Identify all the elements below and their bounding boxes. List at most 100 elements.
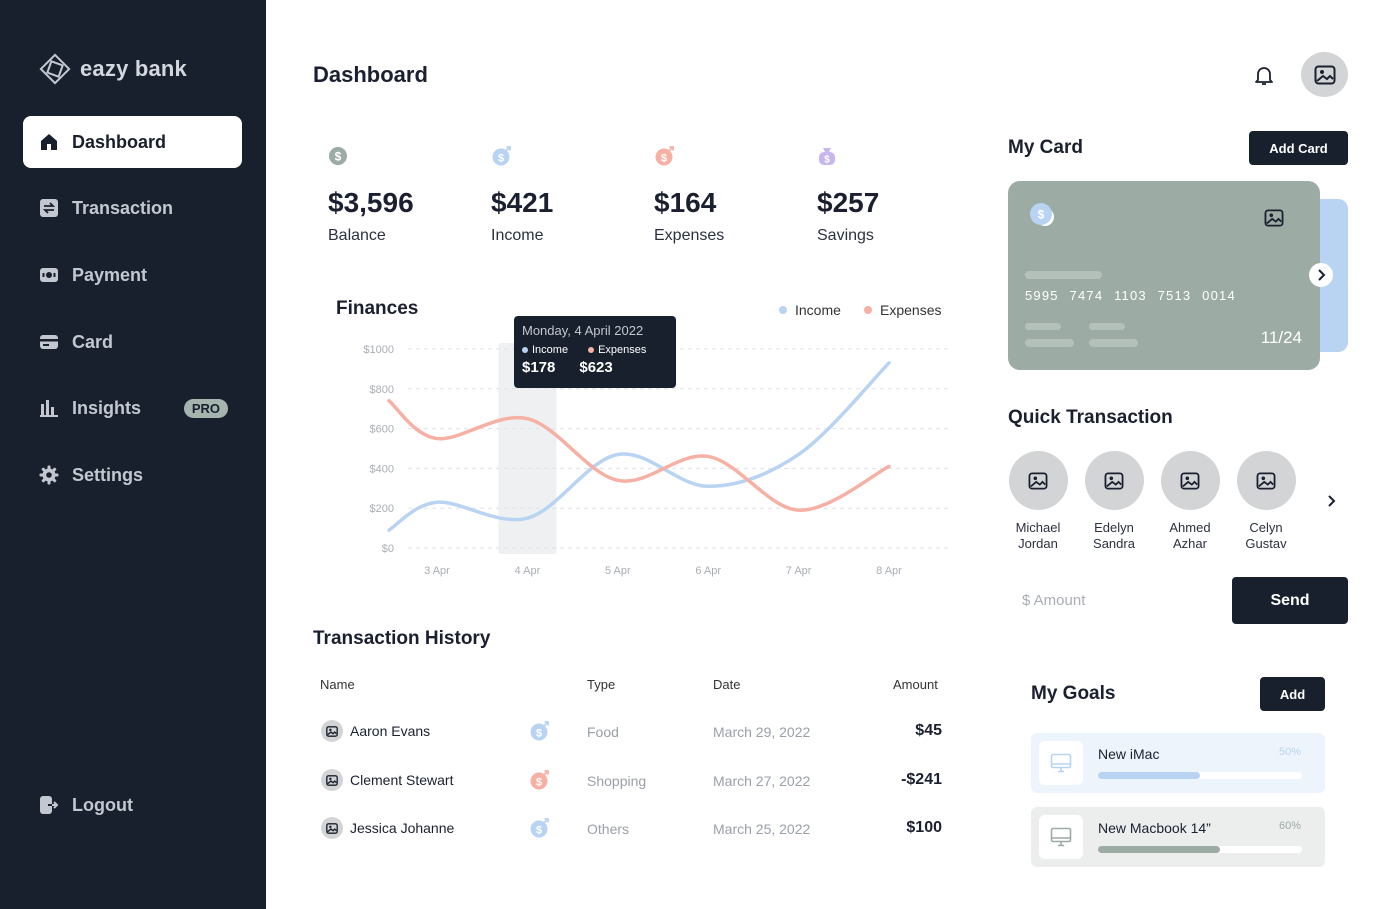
highlight-band [498,343,557,554]
card-coin-icon: $ [1030,203,1054,226]
column-header-date: Date [713,677,741,692]
goal-name: New iMac [1098,746,1160,762]
card-placeholder-bar [1025,323,1061,330]
column-header-amount: Amount [893,677,938,692]
svg-text:$: $ [824,155,830,166]
image-placeholder-icon [1264,209,1284,227]
stat-label: Income [491,227,544,244]
logo-icon [39,53,71,85]
chart-tooltip: Monday, 4 April 2022 Income Expenses $17… [514,316,676,388]
bank-card[interactable]: $ 5995 7474 1103 7513 0014 11/24 [1008,181,1320,370]
card-placeholder-bar [1089,339,1138,347]
avatar [321,720,343,742]
table-row[interactable]: Jessica Johanne $ Others March 25, 2022 … [313,809,953,849]
y-tick-label: $0 [382,543,394,555]
card-expiry: 11/24 [1260,328,1302,347]
expenses-icon: $ [529,770,551,795]
send-button[interactable]: Send [1232,577,1348,624]
image-placeholder-icon [1314,65,1335,84]
y-tick-label: $800 [370,384,394,396]
sidebar: eazy bank Dashboard Transaction Payment … [0,0,266,909]
transaction-name: Aaron Evans [350,723,431,739]
transaction-type: Food [587,724,619,740]
income-icon: $ [492,146,511,166]
goal-percent: 60% [1278,820,1301,832]
sidebar-item-card[interactable]: Card [23,316,242,368]
table-row[interactable]: Clement Stewart $ Shopping March 27, 202… [313,761,953,801]
quick-transaction-title: Quick Transaction [1008,407,1173,428]
amount-input[interactable] [1008,582,1218,618]
avatar [1084,451,1144,510]
logout-icon [39,795,59,815]
card-next-button[interactable] [1309,263,1333,287]
quick-contact[interactable]: Celyn Gustav [1228,451,1304,552]
svg-text:$: $ [536,776,542,788]
stat-balance: $ $3,596 Balance [328,146,468,245]
sidebar-item-insights[interactable]: Insights PRO [23,382,242,434]
bell-icon[interactable] [1253,64,1275,91]
x-tick-label: 3 Apr [424,565,450,577]
x-tick-label: 8 Apr [876,565,902,577]
tooltip-expenses-label: Expenses [588,344,646,356]
chevron-right-icon[interactable] [1326,494,1338,513]
y-tick-label: $1000 [363,344,394,356]
payment-icon [39,265,59,285]
avatar [1160,451,1220,510]
legend-income: Income [779,302,841,318]
finances-title: Finances [336,298,419,319]
svg-text:$: $ [536,824,542,836]
my-card-title: My Card [1008,137,1083,158]
tooltip-date: Monday, 4 April 2022 [522,323,644,338]
transaction-name: Clement Stewart [350,772,454,788]
svg-text:$: $ [536,727,542,739]
sidebar-item-label: Insights [72,397,142,418]
transaction-amount: $45 [915,722,942,739]
legend-dot [779,306,787,314]
quick-contact[interactable]: Edelyn Sandra [1076,451,1152,552]
stat-value: $257 [817,187,880,218]
goal-progress-fill [1098,772,1200,779]
stat-label: Balance [328,227,386,244]
quick-contact[interactable]: Ahmed Azhar [1152,451,1228,552]
transaction-date: March 25, 2022 [713,821,811,837]
tooltip-expenses-value: $623 [579,359,613,376]
user-avatar[interactable] [1301,52,1348,97]
card-placeholder-bar [1025,339,1074,347]
transaction-history-title: Transaction History [313,628,491,649]
x-tick-label: 7 Apr [786,565,812,577]
sidebar-item-label: Card [72,331,114,352]
goal-progress-track [1098,846,1302,853]
add-card-button[interactable]: Add Card [1249,131,1348,165]
quick-contact[interactable]: Michael Jordan [1000,451,1076,552]
sidebar-item-dashboard[interactable]: Dashboard [23,116,242,168]
add-goal-button[interactable]: Add [1260,677,1325,711]
goal-item[interactable]: New iMac 50% [1031,733,1325,793]
svg-text:$: $ [335,150,342,164]
expenses-icon: $ [655,146,674,166]
logout-button[interactable]: Logout [23,779,242,831]
stat-savings: $ $257 Savings [817,146,957,245]
legend-expenses: Expenses [864,302,941,318]
sidebar-item-settings[interactable]: Settings [23,449,242,501]
stat-expenses: $ $164 Expenses [654,146,794,245]
transaction-type: Others [587,821,630,837]
tooltip-income-value: $178 [522,359,556,376]
goal-name: New Macbook 14” [1098,820,1211,836]
stat-value: $3,596 [328,187,414,218]
stat-value: $421 [491,187,554,218]
stat-label: Expenses [654,227,725,244]
transaction-amount: $100 [906,819,942,836]
logout-label: Logout [72,794,133,815]
table-row[interactable]: Aaron Evans $ Food March 29, 2022 $45 [313,712,953,752]
sidebar-item-payment[interactable]: Payment [23,249,242,301]
stat-value: $164 [654,187,717,218]
sidebar-item-transaction[interactable]: Transaction [23,182,242,234]
contact-first-name: Michael [1015,520,1061,535]
column-header-type: Type [587,677,616,692]
goal-item[interactable]: New Macbook 14” 60% [1031,807,1325,867]
svg-text:$: $ [498,152,504,164]
brand-logo[interactable]: eazy bank [38,52,187,86]
goal-percent: 50% [1278,746,1301,758]
card-placeholder-bar [1025,271,1102,279]
transaction-amount: -$241 [901,771,942,788]
